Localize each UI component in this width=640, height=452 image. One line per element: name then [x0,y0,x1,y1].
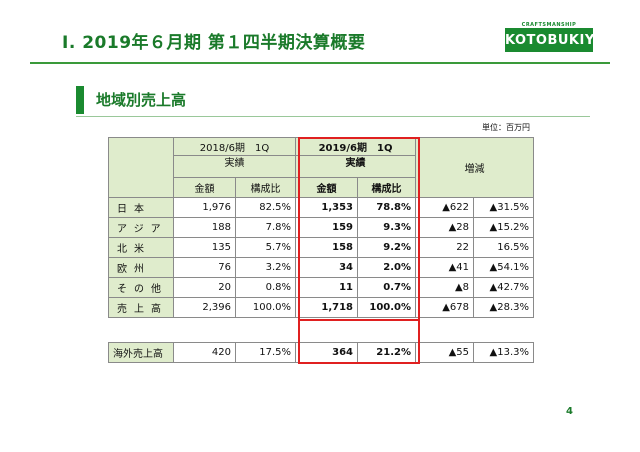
prev-amount-header: 金額 [173,177,236,198]
table-row: その他 20 0.8% 11 0.7% ▲8 ▲42.7% [108,277,535,298]
diff-amount: ▲28 [415,217,475,238]
prev-amount: 1,976 [173,197,236,218]
diff-amount: 22 [415,237,475,258]
region-label: 北米 [108,237,174,258]
curr-amount-header: 金額 [295,177,359,198]
logo-tagline: CRAFTSMANSHIP [521,22,577,28]
corner-cell [108,137,174,198]
section-underline [76,116,590,117]
curr-ratio: 21.2% [357,342,416,363]
prev-ratio: 82.5% [234,197,297,218]
diff-amount: ▲41 [415,257,475,278]
slide-title: Ⅰ. 2019年６月期 第１四半期決算概要 [62,33,366,53]
section-title: 地域別売上高 [96,91,187,109]
curr-ratio: 9.3% [357,217,417,238]
diff-percent: ▲31.5% [473,197,535,218]
curr-ratio: 2.0% [357,257,417,278]
curr-amount: 1,718 [295,297,359,318]
prev-ratio: 3.2% [234,257,297,278]
curr-ratio: 100.0% [357,297,417,318]
curr-ratio: 78.8% [357,197,417,218]
unit-label: 単位：百万円 [482,123,530,132]
region-label: 海外売上高 [108,342,174,363]
diff-percent: ▲28.3% [473,297,535,318]
diff-percent: ▲13.3% [473,342,534,363]
prev-ratio: 7.8% [234,217,297,238]
prev-period-sublabel: 実績 [172,155,297,178]
page-number: 4 [566,406,573,417]
curr-period-label: 2019/6期 1Q [318,143,393,154]
table-row: 日本 1,976 82.5% 1,353 78.8% ▲622 ▲31.5% [108,197,535,218]
region-label: その他 [108,277,174,298]
region-label: アジア [108,217,174,238]
region-label: 日本 [108,197,174,218]
table-row-overseas: 海外売上高 420 17.5% 364 21.2% ▲55 ▲13.3% [108,342,534,363]
prev-ratio: 17.5% [235,342,296,363]
region-label: 売上高 [108,297,174,318]
diff-percent: ▲54.1% [473,257,535,278]
diff-amount: ▲8 [415,277,475,298]
prev-ratio: 100.0% [234,297,297,318]
kotobukiya-logo: KOTOBUKIYA [505,28,604,52]
curr-amount: 1,353 [295,197,359,218]
curr-period-sublabel: 実績 [295,155,417,178]
overseas-sales-table: 海外売上高 420 17.5% 364 21.2% ▲55 ▲13.3% [108,342,534,363]
diff-percent: 16.5% [473,237,535,258]
diff-percent: ▲15.2% [473,217,535,238]
prev-amount: 20 [173,277,236,298]
prev-amount: 420 [173,342,236,363]
diff-amount: ▲678 [415,297,475,318]
curr-amount: 158 [295,237,359,258]
diff-amount: ▲55 [415,342,474,363]
table-row: 北米 135 5.7% 158 9.2% 22 16.5% [108,237,535,258]
prev-period-header: 2018/6期 1Q [172,137,297,156]
section-marker [76,86,84,114]
curr-ratio: 9.2% [357,237,417,258]
change-header: 増減 [415,137,535,198]
diff-amount: ▲622 [415,197,475,218]
curr-amount: 34 [295,257,359,278]
table-row: 売上高 2,396 100.0% 1,718 100.0% ▲678 ▲28.3% [108,297,535,318]
diff-percent: ▲42.7% [473,277,535,298]
region-label: 欧州 [108,257,174,278]
curr-period-header: 2019/6期 1Q [295,137,417,156]
table-row: アジア 188 7.8% 159 9.3% ▲28 ▲15.2% [108,217,535,238]
curr-ratio: 0.7% [357,277,417,298]
curr-amount: 11 [295,277,359,298]
curr-amount: 159 [295,217,359,238]
prev-period-label: 2018/6期 1Q [199,143,270,154]
curr-ratio-header: 構成比 [357,177,417,198]
prev-amount: 2,396 [173,297,236,318]
regional-sales-table: 2018/6期 1Q 2019/6期 1Q 増減 実績 実績 金額 構成比 金額… [108,137,535,318]
prev-ratio: 5.7% [234,237,297,258]
header-divider [30,62,610,64]
prev-ratio-header: 構成比 [234,177,297,198]
curr-amount: 364 [295,342,358,363]
prev-amount: 135 [173,237,236,258]
table-row: 欧州 76 3.2% 34 2.0% ▲41 ▲54.1% [108,257,535,278]
prev-ratio: 0.8% [234,277,297,298]
prev-amount: 188 [173,217,236,238]
prev-amount: 76 [173,257,236,278]
